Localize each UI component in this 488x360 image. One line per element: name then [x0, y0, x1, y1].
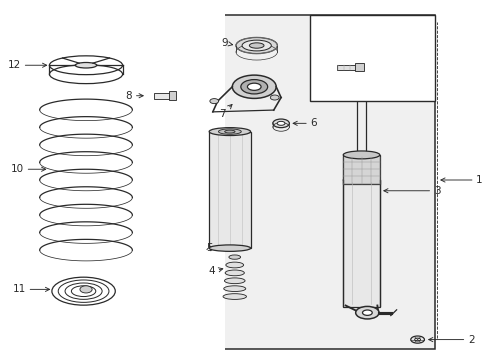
Bar: [343, 180, 379, 307]
Text: 6: 6: [292, 118, 316, 128]
Bar: [343, 155, 379, 184]
Ellipse shape: [218, 129, 241, 134]
Text: 8: 8: [369, 62, 425, 72]
Bar: [0, 1, 224, 359]
Ellipse shape: [224, 286, 245, 292]
Text: 2: 2: [428, 334, 473, 345]
Ellipse shape: [49, 56, 122, 75]
Ellipse shape: [209, 99, 218, 104]
Bar: [222, 15, 434, 348]
Text: 1: 1: [440, 175, 482, 185]
Ellipse shape: [355, 306, 378, 319]
Text: 9: 9: [221, 38, 232, 48]
Ellipse shape: [75, 63, 97, 68]
Ellipse shape: [247, 83, 261, 90]
Ellipse shape: [414, 338, 420, 341]
Ellipse shape: [209, 245, 250, 251]
Text: 12: 12: [8, 60, 46, 70]
Ellipse shape: [410, 336, 424, 343]
Ellipse shape: [277, 121, 285, 125]
Ellipse shape: [362, 310, 371, 315]
Ellipse shape: [242, 40, 271, 51]
Ellipse shape: [225, 262, 243, 268]
Bar: [168, 91, 176, 100]
Text: 7: 7: [219, 104, 232, 119]
Text: 11: 11: [13, 284, 49, 294]
Bar: [310, 15, 434, 101]
Text: 8: 8: [125, 91, 143, 101]
Ellipse shape: [224, 130, 235, 133]
Bar: [154, 93, 173, 99]
Ellipse shape: [241, 80, 267, 94]
Ellipse shape: [343, 151, 379, 159]
Ellipse shape: [224, 278, 244, 284]
Ellipse shape: [272, 119, 289, 128]
Bar: [209, 132, 250, 248]
Bar: [356, 47, 365, 180]
Text: 10: 10: [11, 164, 45, 174]
Ellipse shape: [223, 294, 246, 300]
Text: 5: 5: [206, 243, 212, 253]
Ellipse shape: [232, 75, 276, 98]
Text: 3: 3: [383, 186, 439, 196]
Bar: [336, 64, 355, 69]
Ellipse shape: [228, 255, 240, 259]
Ellipse shape: [236, 37, 277, 54]
Ellipse shape: [224, 270, 244, 276]
Text: 4: 4: [208, 266, 223, 276]
Ellipse shape: [249, 43, 264, 48]
Ellipse shape: [52, 277, 115, 305]
Ellipse shape: [80, 286, 92, 293]
Bar: [354, 63, 363, 71]
Ellipse shape: [209, 128, 250, 135]
Ellipse shape: [270, 95, 279, 100]
Ellipse shape: [343, 176, 379, 184]
